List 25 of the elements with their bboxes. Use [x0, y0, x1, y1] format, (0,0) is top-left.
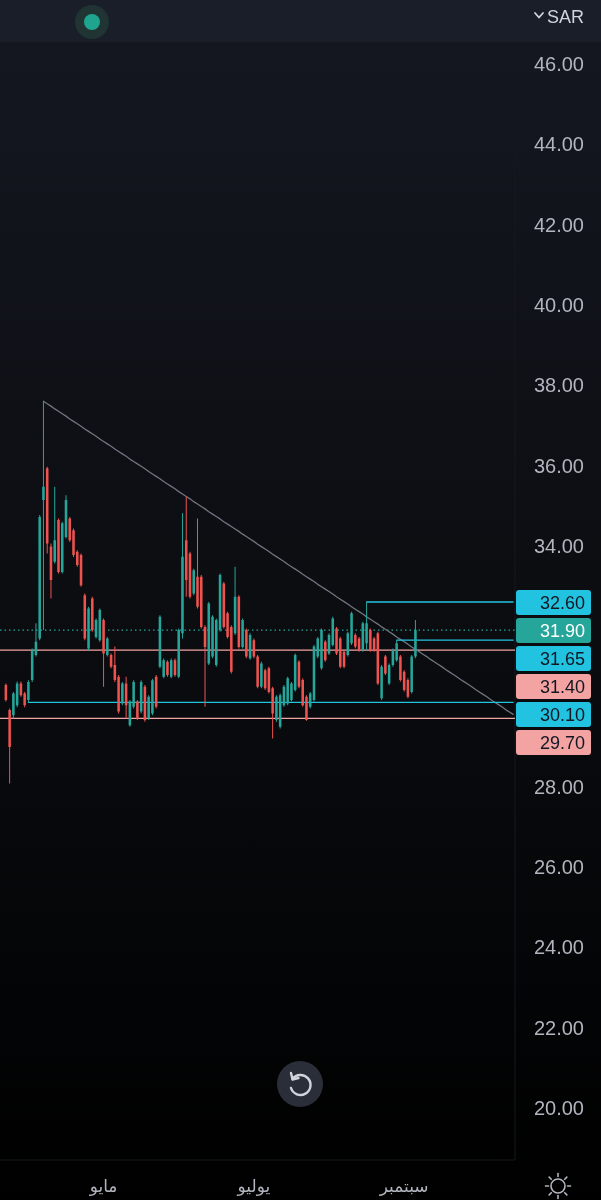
- y-axis-title: SAR: [546, 7, 584, 27]
- y-tick-label: 44.00: [533, 133, 584, 156]
- y-tick-label: 22.00: [533, 1016, 584, 1039]
- legend-label: 30.10: [539, 704, 585, 725]
- y-tick-label: 34.00: [533, 534, 584, 557]
- y-tick-label: 36.00: [533, 454, 584, 477]
- y-tick-label: 26.00: [533, 855, 584, 878]
- x-tick-label: سبتمبر: [378, 1176, 429, 1196]
- x-tick-label: يوليو: [236, 1176, 271, 1196]
- candlestick: [53, 486, 56, 564]
- ref-line-label: 31.90: [539, 620, 585, 641]
- y-tick-label: 28.00: [533, 775, 584, 798]
- x-tick-label: مايو: [88, 1176, 118, 1196]
- line-series: [42, 400, 514, 716]
- legend-label: 31.40: [539, 676, 585, 697]
- candlestick: [184, 496, 188, 597]
- legend-label: 31.65: [539, 648, 585, 669]
- y-tick-label: 40.00: [533, 293, 584, 316]
- y-tick-label: 46.00: [533, 53, 584, 76]
- y-tick-label: 38.00: [533, 374, 584, 397]
- legend-label: 32.60: [539, 592, 585, 613]
- legend-label: 29.70: [539, 732, 585, 753]
- y-tick-label: 42.00: [533, 213, 584, 236]
- y-tick-label: 20.00: [533, 1096, 584, 1119]
- y-tick-label: 24.00: [533, 936, 584, 959]
